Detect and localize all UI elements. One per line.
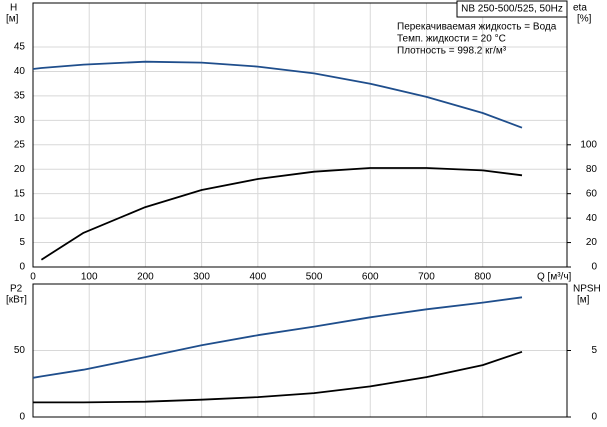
- x-tick-label: 700: [418, 272, 435, 283]
- y2-axis-label: NPSH: [573, 284, 601, 295]
- x-axis-label: Q [м³/ч]: [537, 272, 572, 283]
- plot-frame: [32, 283, 568, 418]
- curve: [32, 60, 523, 129]
- y2-tick-label: 20: [586, 237, 598, 248]
- annotation: Плотность = 998.2 кг/м³: [397, 46, 507, 57]
- y-axis-label: H: [10, 3, 17, 14]
- y2-tick-label: 5: [591, 345, 597, 356]
- y-tick-label: 20: [14, 164, 26, 175]
- y-tick-label: 5: [19, 237, 25, 248]
- x-tick-label: 0: [30, 272, 36, 283]
- y-tick-label: 0: [19, 262, 25, 273]
- y2-tick-label: 60: [586, 188, 598, 199]
- annotation: Перекачиваемая жидкость = Вода: [397, 22, 557, 33]
- y-tick-label: 15: [14, 188, 26, 199]
- y2-axis-unit: [м]: [577, 295, 590, 306]
- y-axis-label: P2: [10, 284, 23, 295]
- curve: [32, 296, 523, 379]
- curve: [33, 350, 523, 404]
- y2-tick-label: 80: [586, 164, 598, 175]
- y-tick-label: 45: [14, 42, 26, 53]
- chart-title: NB 250-500/525, 50Hz: [461, 4, 563, 15]
- y-tick-label: 10: [14, 213, 26, 224]
- title-box: [456, 0, 568, 18]
- annotation: Темп. жидкости = 20 °C: [397, 34, 506, 45]
- y2-tick-label: 0: [591, 412, 597, 423]
- y-tick-label: 0: [19, 412, 25, 423]
- x-tick-label: 600: [362, 272, 379, 283]
- y2-tick-label: 0: [591, 262, 597, 273]
- y2-tick-label: 40: [586, 213, 598, 224]
- y2-tick-label: 100: [580, 139, 597, 150]
- x-tick-label: 200: [137, 272, 154, 283]
- x-tick-label: 400: [249, 272, 266, 283]
- y-tick-label: 50: [14, 345, 26, 356]
- y2-axis-unit: [%]: [577, 14, 592, 25]
- y-tick-label: 30: [14, 115, 26, 126]
- y-axis-unit: [м]: [6, 14, 19, 25]
- x-tick-label: 500: [306, 272, 323, 283]
- x-tick-label: 100: [81, 272, 98, 283]
- x-tick-label: 800: [474, 272, 491, 283]
- y-axis-unit: [кВт]: [6, 295, 27, 306]
- x-tick-label: 300: [193, 272, 210, 283]
- curve: [40, 167, 523, 261]
- y-tick-label: 25: [14, 139, 26, 150]
- y-tick-label: 35: [14, 91, 26, 102]
- y2-axis-label: eta: [573, 3, 587, 14]
- y-tick-label: 40: [14, 66, 26, 77]
- plot-frame: [32, 2, 568, 268]
